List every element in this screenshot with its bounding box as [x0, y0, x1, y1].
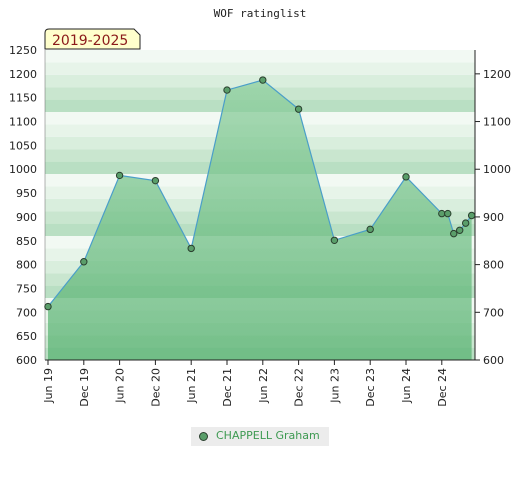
data-point — [366, 225, 374, 234]
axes: 600 650 700 750 800 850 900 950 1000 1050 1100 1150… — [9, 44, 511, 407]
y-tick-left-label: 1050 — [9, 139, 37, 152]
legend: CHAPPELL Graham — [191, 427, 329, 446]
legend-series-label: CHAPPELL Graham — [216, 429, 320, 442]
y-tick-left-label: 700 — [16, 306, 37, 319]
y-tick-right-label: 1100 — [483, 116, 511, 129]
y-tick-left-label: 900 — [16, 211, 37, 224]
x-tick-label: Jun 24 — [400, 368, 413, 404]
data-point — [402, 173, 410, 181]
chart-title: WOF ratinglist — [214, 7, 307, 20]
y-tick-right-label: 900 — [483, 211, 504, 224]
grid-band — [45, 62, 475, 75]
y-tick-left-label: 1250 — [9, 44, 37, 57]
area-fill — [48, 80, 472, 361]
data-point — [223, 86, 231, 94]
x-tick-label: Dec 23 — [364, 368, 377, 407]
data-point — [187, 244, 195, 253]
data-point — [456, 226, 464, 234]
x-tick-label: Jun 20 — [114, 368, 127, 404]
data-point — [467, 211, 476, 220]
y-tick-right-label: 800 — [483, 259, 504, 272]
data-point — [44, 302, 52, 311]
x-tick-label: Jun 22 — [257, 368, 270, 404]
data-point — [115, 171, 124, 180]
grid-band — [45, 50, 475, 63]
y-tick-left-label: 950 — [16, 187, 37, 200]
y-tick-right-label: 1200 — [483, 68, 511, 81]
y-tick-right-label: 700 — [483, 306, 504, 319]
y-tick-left-label: 1100 — [9, 116, 37, 129]
x-tick-label: Dec 20 — [149, 368, 162, 407]
x-tick-label: Dec 19 — [78, 368, 91, 407]
y-tick-left-label: 750 — [16, 282, 37, 295]
x-tick-label: Dec 24 — [436, 368, 449, 407]
y-tick-right-label: 600 — [483, 354, 504, 367]
y-tick-right-label: 1000 — [483, 163, 511, 176]
data-point — [330, 236, 339, 244]
data-point — [444, 209, 452, 218]
data-point — [80, 258, 88, 266]
data-point — [151, 176, 160, 185]
x-tick-label: Jun 21 — [185, 368, 198, 404]
x-tick-label: Jun 19 — [42, 368, 55, 404]
x-tick-label: Dec 22 — [293, 368, 306, 407]
y-tick-left-label: 1150 — [9, 92, 37, 105]
data-point — [450, 229, 458, 238]
y-tick-left-label: 1200 — [9, 68, 37, 81]
x-tick-label: Jun 23 — [328, 368, 341, 404]
legend-marker-icon — [199, 432, 208, 441]
data-point — [259, 76, 267, 84]
y-tick-left-label: 600 — [16, 354, 37, 367]
data-points — [44, 76, 476, 311]
period-badge: 2019-2025 — [44, 28, 141, 50]
data-point — [294, 105, 303, 113]
data-point — [461, 219, 470, 227]
period-label: 2019-2025 — [52, 33, 128, 49]
y-tick-left-label: 1000 — [9, 163, 37, 176]
y-tick-left-label: 850 — [16, 235, 37, 248]
y-tick-left-label: 650 — [16, 330, 37, 343]
y-tick-left-label: 800 — [16, 259, 37, 272]
data-point — [438, 209, 446, 218]
x-tick-label: Dec 21 — [221, 368, 234, 407]
